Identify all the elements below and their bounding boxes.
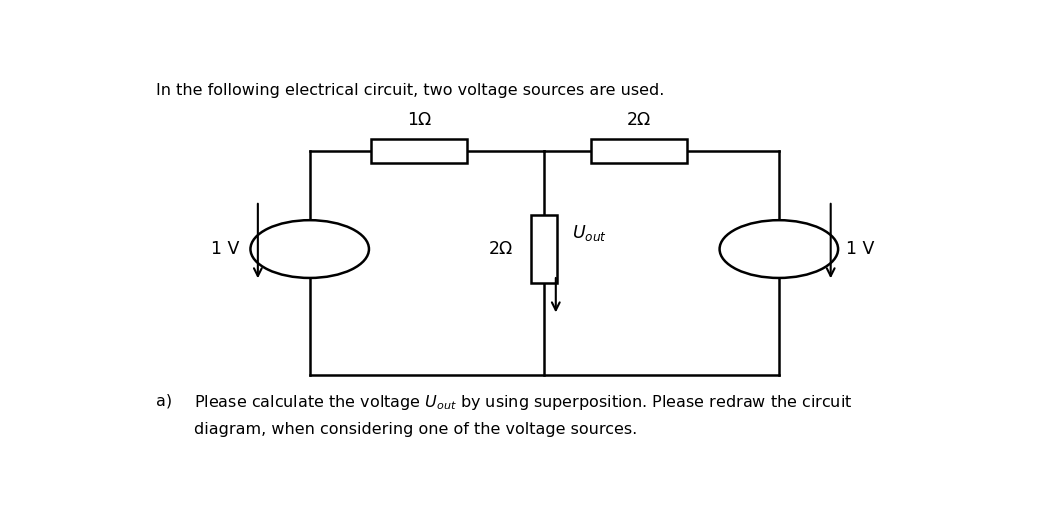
Text: 2Ω: 2Ω xyxy=(489,240,513,258)
Circle shape xyxy=(720,220,838,278)
Text: Please calculate the voltage $U_{out}$ by using superposition. Please redraw the: Please calculate the voltage $U_{out}$ b… xyxy=(194,393,853,413)
Text: a): a) xyxy=(156,393,172,408)
Text: diagram, when considering one of the voltage sources.: diagram, when considering one of the vol… xyxy=(194,421,637,437)
Text: 1 V: 1 V xyxy=(845,240,874,258)
Bar xyxy=(372,139,467,163)
Text: In the following electrical circuit, two voltage sources are used.: In the following electrical circuit, two… xyxy=(156,83,664,97)
Text: 2Ω: 2Ω xyxy=(627,111,651,129)
Text: 1 V: 1 V xyxy=(211,240,240,258)
Circle shape xyxy=(251,220,369,278)
Bar xyxy=(531,215,558,283)
Text: 1Ω: 1Ω xyxy=(407,111,431,129)
Bar xyxy=(592,139,687,163)
Text: $U_{out}$: $U_{out}$ xyxy=(572,223,607,243)
